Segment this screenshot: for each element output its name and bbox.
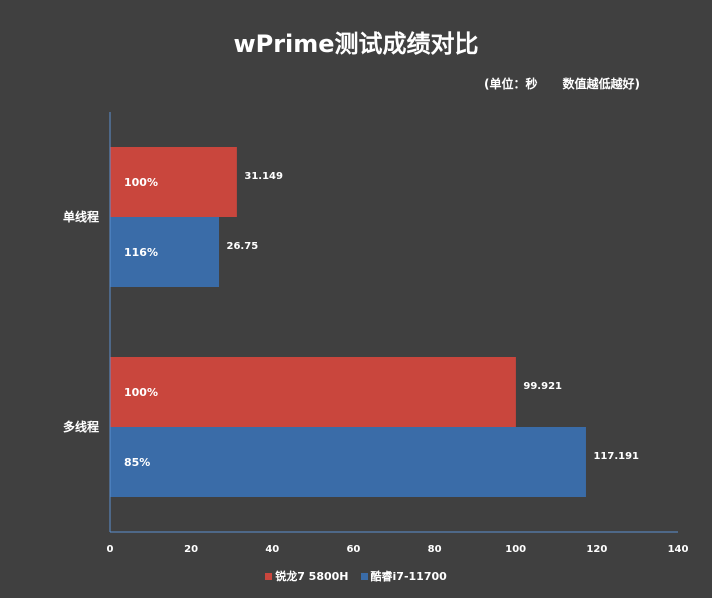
legend-label-core: 酷睿i7-11700 [370,570,447,583]
x-tick-label: 0 [107,544,114,555]
chart-note: (单位：秒 数值越低越好) [483,77,640,91]
bar [110,147,237,217]
x-tick-label: 100 [505,544,526,555]
data-label: 117.191 [593,451,639,462]
legend: 锐龙7 5800H 酷睿i7-11700 [0,568,712,584]
x-tick-label: 40 [265,544,279,555]
category-label: 单线程 [63,209,99,224]
x-tick-label: 120 [586,544,607,555]
category-label: 多线程 [63,419,99,434]
x-tick-label: 60 [346,544,360,555]
legend-label-ryzen: 锐龙7 5800H [275,570,349,583]
data-label: 99.921 [523,381,562,392]
bar-percent-label: 116% [124,246,158,259]
legend-swatch-core [360,572,368,580]
data-label: 31.149 [244,171,283,182]
x-tick-label: 20 [184,544,198,555]
bar-percent-label: 85% [124,456,150,469]
bar-percent-label: 100% [124,386,158,399]
bar [110,217,220,287]
x-tick-label: 140 [668,544,689,555]
data-label: 26.75 [227,241,259,252]
x-tick-label: 80 [428,544,442,555]
legend-swatch-ryzen [265,572,273,580]
chart-title: wPrime测试成绩对比 [233,30,479,58]
bar [110,357,516,427]
legend-item-ryzen: 锐龙7 5800H [265,568,349,584]
bar [110,427,586,497]
bar-percent-label: 100% [124,176,158,189]
legend-item-core: 酷睿i7-11700 [360,568,447,584]
